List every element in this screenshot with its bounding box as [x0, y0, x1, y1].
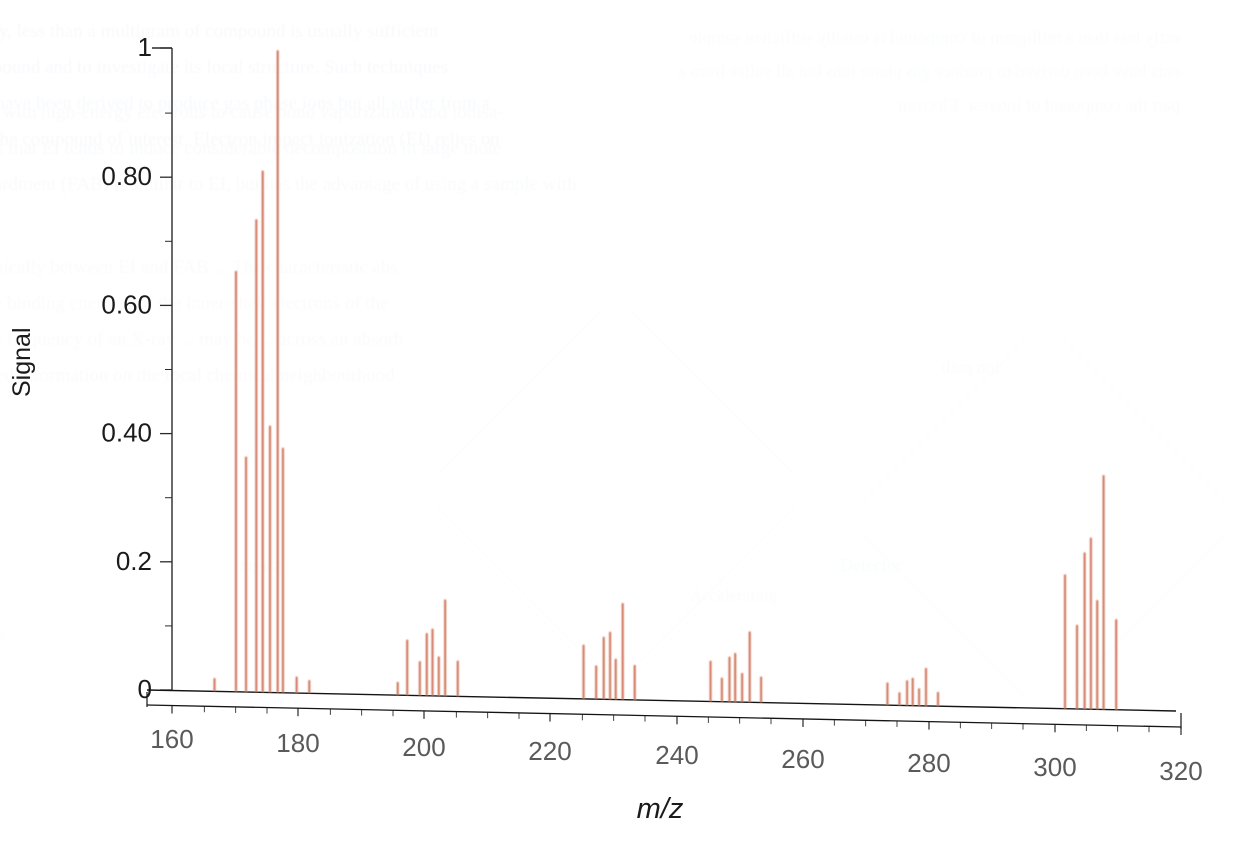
- svg-text:0: 0: [138, 674, 152, 704]
- svg-text:220: 220: [528, 736, 571, 766]
- svg-text:280: 280: [907, 748, 950, 778]
- svg-text:0.2: 0.2: [116, 546, 152, 576]
- svg-text:300: 300: [1033, 752, 1076, 782]
- svg-text:0.60: 0.60: [101, 289, 152, 319]
- svg-text:240: 240: [655, 740, 698, 770]
- svg-text:0.80: 0.80: [101, 161, 152, 191]
- svg-text:0.40: 0.40: [101, 418, 152, 448]
- svg-text:260: 260: [781, 744, 824, 774]
- svg-text:200: 200: [402, 732, 445, 762]
- svg-text:Signal: Signal: [8, 328, 36, 398]
- svg-text:1: 1: [138, 32, 152, 62]
- svg-text:m/z: m/z: [637, 793, 684, 825]
- svg-text:320: 320: [1159, 756, 1202, 786]
- svg-text:180: 180: [276, 728, 319, 758]
- svg-text:160: 160: [150, 724, 193, 754]
